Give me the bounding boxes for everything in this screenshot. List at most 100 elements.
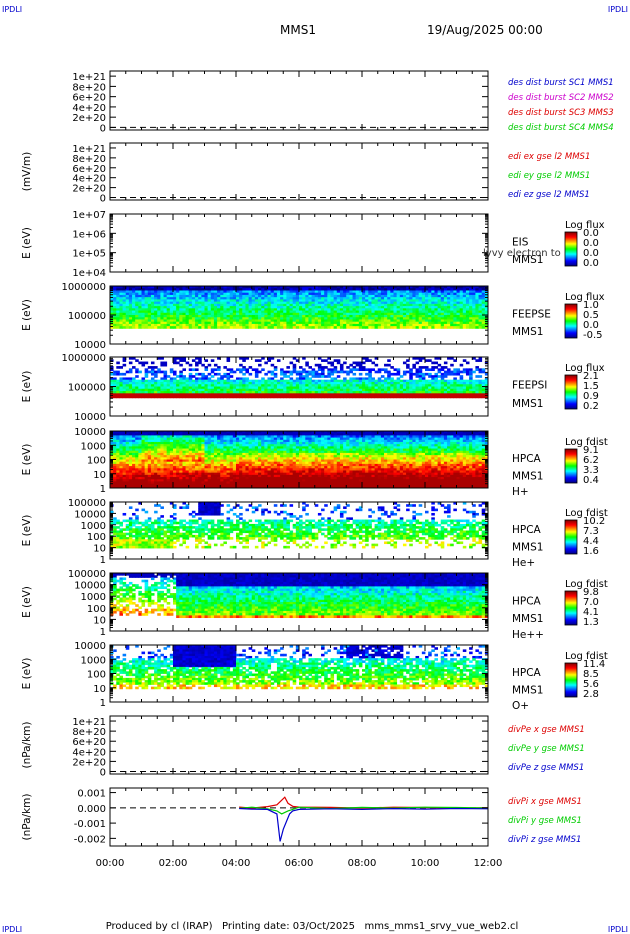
spectrogram-cells <box>110 286 489 329</box>
ytick-label: 100 <box>87 604 106 615</box>
ytick-label: 4e+20 <box>72 174 106 185</box>
legend-entry: divPi x gse MMS1 <box>508 797 582 807</box>
colorbar-tick: 5.6 <box>583 679 599 690</box>
colorbar-tick: 7.0 <box>583 597 599 608</box>
ytick-label: 10 <box>93 544 106 555</box>
ylabel: E (eV) <box>21 658 33 690</box>
xtick-label: 06:00 <box>285 858 314 869</box>
legend-entry: edi ex gse l2 MMS1 <box>508 152 590 162</box>
instrument-label: MMS1 <box>512 326 543 338</box>
colorbar <box>564 519 578 555</box>
ytick-label: 100000 <box>68 311 106 322</box>
series-z <box>239 807 489 842</box>
colorbar-tick: 2.8 <box>583 689 599 700</box>
instrument-label: HPCA <box>512 524 542 536</box>
ytick-label: 2e+20 <box>72 184 106 195</box>
instrument-label: FEEPSI <box>512 380 547 392</box>
ytick-label: 8e+20 <box>72 82 106 93</box>
panel-6: 10000 1000 100 10 1 HPCA MMS1 H+ Log fdist9.16.2… <box>21 427 608 498</box>
ytick-label: 1e+07 <box>72 210 106 221</box>
ytick-label: -0.001 <box>74 819 106 830</box>
ytick-label: 100 <box>87 456 106 467</box>
ytick-label: 8e+20 <box>72 727 106 738</box>
colorbar-title: Log fdist <box>565 508 608 519</box>
ytick-label: 10000 <box>74 641 106 652</box>
colorbar-tick: 4.1 <box>583 607 599 618</box>
colorbar <box>564 448 578 484</box>
ylabel: E (eV) <box>21 515 33 547</box>
instrument-label: MMS1 <box>512 541 543 553</box>
legend-entry: divPe z gse MMS1 <box>508 763 584 773</box>
colorbar-tick: 0.2 <box>583 401 599 412</box>
panel-frame <box>109 142 489 201</box>
instrument-label: MMS1 <box>512 398 543 410</box>
ytick-label: 10000 <box>74 412 106 423</box>
ylabel: E (eV) <box>21 444 33 476</box>
legend-entry: edi ey gse l2 MMS1 <box>508 171 590 181</box>
spectrogram-cells <box>110 502 489 549</box>
ytick-label: 6e+20 <box>72 164 106 175</box>
colorbar <box>564 590 578 626</box>
ylabel: E (eV) <box>21 227 33 259</box>
ytick-label: 1e+05 <box>72 249 106 260</box>
colorbar-tick: 8.5 <box>583 669 599 680</box>
spectrogram-cells <box>110 573 489 619</box>
ytick-label: 1e+04 <box>72 268 106 279</box>
ytick-label: 6e+20 <box>72 93 106 104</box>
ytick-label: 1 <box>100 555 106 566</box>
panel-frame <box>109 787 489 847</box>
instrument-label: He+ <box>512 557 535 569</box>
instrument-label: HPCA <box>512 667 542 679</box>
legend-entry: divPi y gse MMS1 <box>508 816 582 826</box>
ytick-label: 10000 <box>74 509 106 520</box>
ytick-label: 1000 <box>81 441 106 452</box>
legend-entry: des dist burst SC3 MMS3 <box>508 108 614 118</box>
legend-entry: des dist burst SC2 MMS2 <box>508 93 614 103</box>
ytick-label: 0 <box>100 194 106 205</box>
instrument-label: MMS1 <box>512 254 543 266</box>
corner-label-tr: IPDLI <box>608 5 628 14</box>
legend-entry: des dist burst SC1 MMS1 <box>508 78 614 88</box>
panel-frame <box>109 715 489 775</box>
ylabel: (nPa/km) <box>21 794 33 841</box>
ytick-label: 10 <box>93 684 106 695</box>
legend-entry: divPe x gse MMS1 <box>508 725 585 735</box>
corner-label-tl: IPDLI <box>2 5 22 14</box>
xtick-label: 04:00 <box>222 858 251 869</box>
xtick-label: 10:00 <box>411 858 440 869</box>
colorbar-tick: 11.4 <box>583 659 605 670</box>
colorbar <box>564 303 578 339</box>
ytick-label: 4e+20 <box>72 103 106 114</box>
xtick-label: 08:00 <box>348 858 377 869</box>
ytick-label: 100000 <box>68 569 106 580</box>
ytick-label: 10000 <box>74 581 106 592</box>
colorbar-title: Log fdist <box>565 437 608 448</box>
series-y <box>239 806 489 815</box>
ytick-label: 6e+20 <box>72 737 106 748</box>
spectrogram-cells <box>110 357 489 399</box>
ytick-label: -0.002 <box>74 834 106 845</box>
instrument-label: H+ <box>512 486 529 498</box>
colorbar-tick: 1.0 <box>583 300 599 311</box>
ytick-label: 1000000 <box>61 282 106 293</box>
ylabel: (nPa/km) <box>21 722 33 769</box>
spectrogram-cells <box>110 431 489 489</box>
legend-entry: des dist burst SC4 MMS4 <box>508 123 614 133</box>
colorbar-tick: 2.1 <box>583 371 599 382</box>
colorbar-tick: 4.4 <box>583 536 599 547</box>
ytick-label: 10000 <box>74 427 106 438</box>
ytick-label: 0.001 <box>77 789 106 800</box>
ylabel: E (eV) <box>21 371 33 403</box>
colorbar-title: Log flux <box>565 363 605 374</box>
xtick-label: 00:00 <box>96 858 125 869</box>
ylabel: E (eV) <box>21 586 33 618</box>
ytick-label: 1e+21 <box>72 717 106 728</box>
ytick-label: 2e+20 <box>72 113 106 124</box>
instrument-label: MMS1 <box>512 470 543 482</box>
